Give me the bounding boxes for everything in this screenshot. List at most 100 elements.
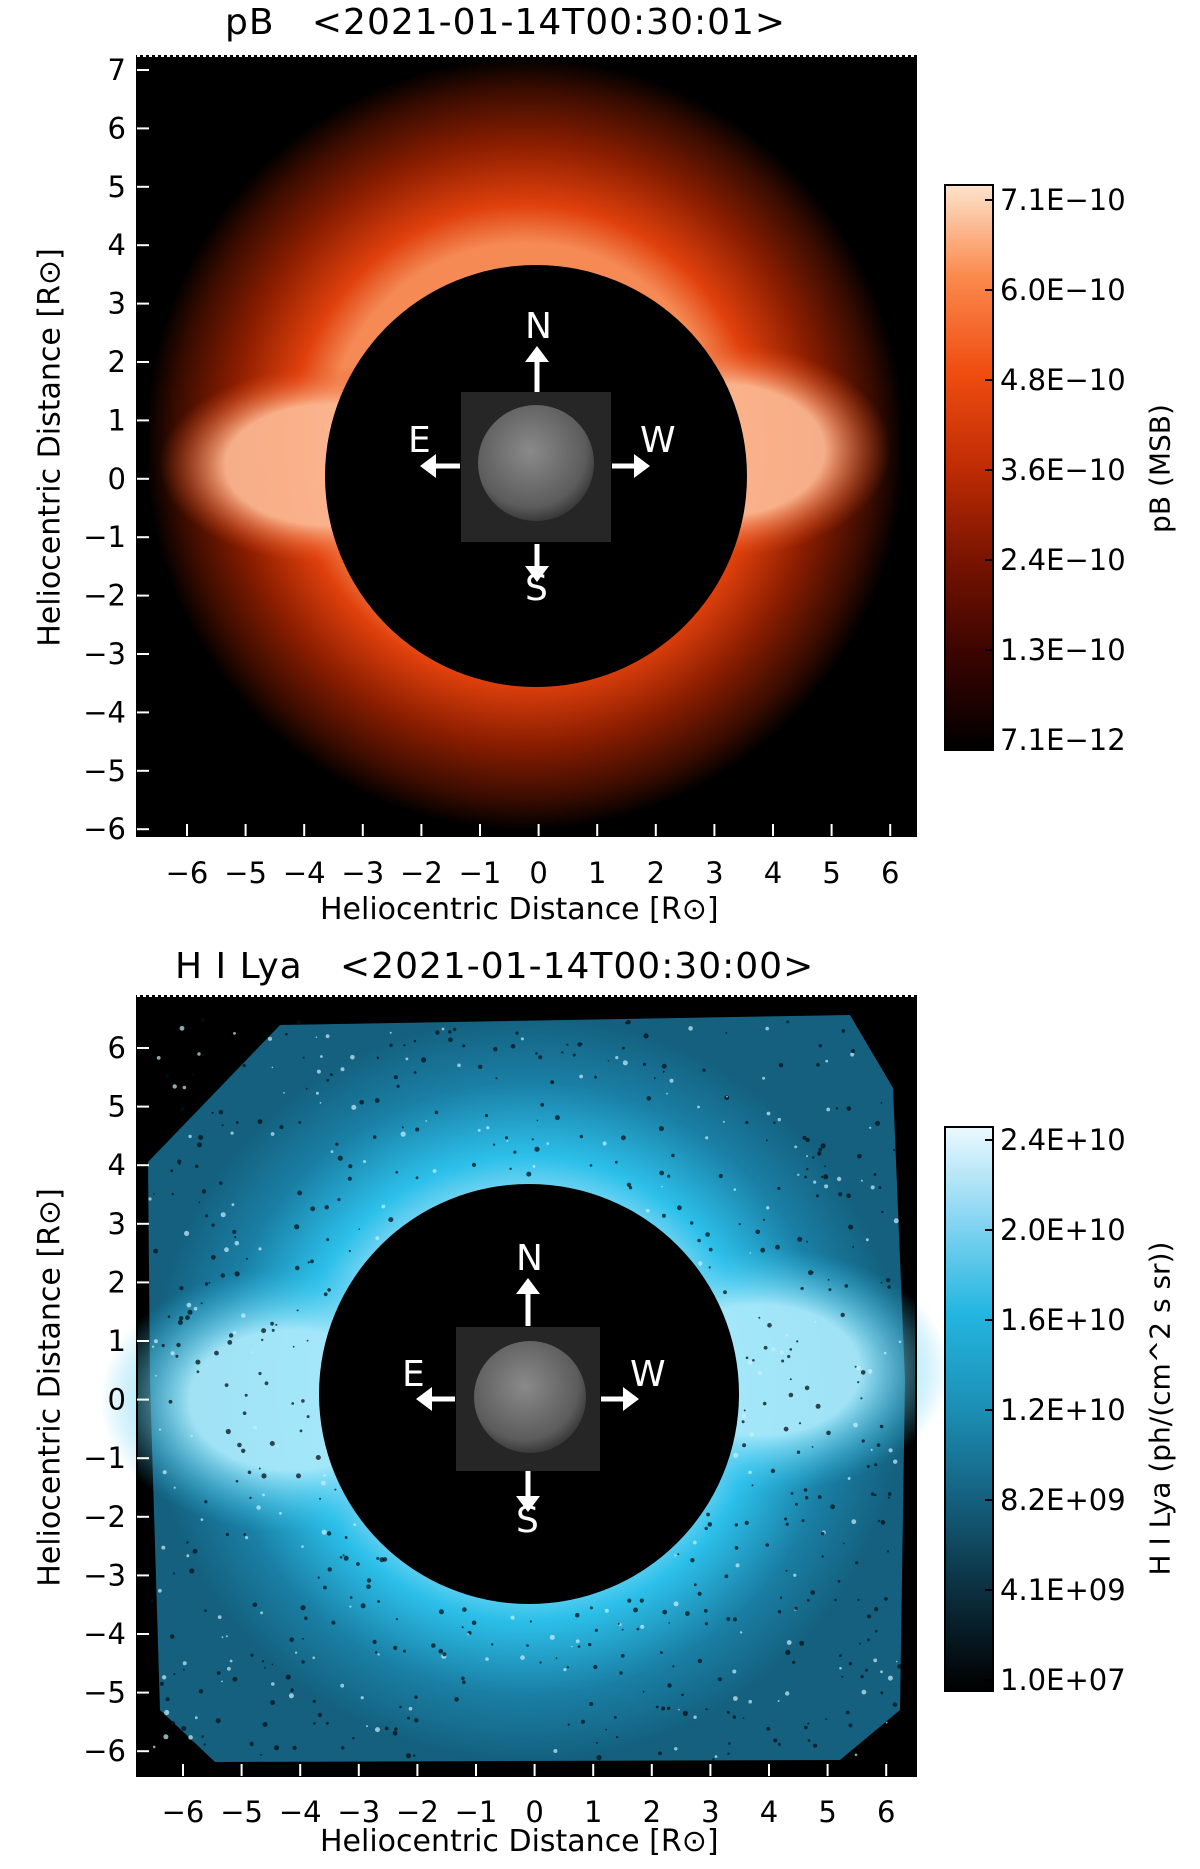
noise-speck <box>813 1743 818 1748</box>
noise-speck <box>348 1164 353 1169</box>
noise-speck <box>343 1555 349 1561</box>
noise-speck <box>667 1683 672 1688</box>
noise-speck <box>376 1056 380 1060</box>
pb-sun-disk <box>478 405 594 521</box>
noise-speck <box>319 1497 322 1500</box>
noise-speck <box>165 1074 169 1078</box>
noise-speck <box>441 1027 445 1031</box>
noise-speck <box>741 1413 747 1419</box>
noise-speck <box>779 1350 784 1355</box>
noise-speck <box>752 1359 755 1362</box>
noise-speck <box>895 1660 898 1663</box>
y-tick-label: −6 <box>83 1734 126 1768</box>
noise-speck <box>200 1053 204 1056</box>
noise-speck <box>785 1522 789 1526</box>
noise-speck <box>305 1087 308 1090</box>
noise-speck <box>567 1723 570 1726</box>
noise-speck <box>334 1488 337 1491</box>
noise-speck <box>366 1725 368 1728</box>
noise-speck <box>806 1167 809 1171</box>
x-tick-label: −1 <box>455 1795 498 1829</box>
noise-speck <box>666 1706 671 1710</box>
noise-speck <box>270 1700 275 1705</box>
noise-speck <box>748 1470 752 1475</box>
noise-speck <box>225 1532 229 1537</box>
noise-speck <box>855 1561 859 1565</box>
noise-speck <box>485 1657 489 1661</box>
noise-speck <box>860 1675 864 1679</box>
noise-speck <box>299 1429 303 1433</box>
noise-speck <box>886 1278 891 1283</box>
noise-speck <box>389 1031 392 1034</box>
noise-speck <box>392 1730 398 1736</box>
noise-speck <box>247 1470 252 1475</box>
noise-speck <box>755 1229 761 1235</box>
noise-speck <box>846 1106 852 1111</box>
noise-speck <box>203 1743 206 1746</box>
y-tick-label: 6 <box>108 111 126 145</box>
noise-speck <box>588 1642 592 1647</box>
y-tick-label: 7 <box>108 53 126 87</box>
noise-speck <box>221 1124 224 1127</box>
noise-speck <box>310 1259 314 1264</box>
noise-speck <box>260 1753 263 1756</box>
noise-speck <box>234 1240 240 1246</box>
noise-speck <box>892 1702 898 1707</box>
noise-speck <box>661 1706 666 1711</box>
noise-speck <box>438 1609 444 1615</box>
noise-speck <box>283 1092 285 1094</box>
noise-speck <box>241 1448 246 1453</box>
noise-speck <box>258 1247 262 1251</box>
noise-speck <box>242 1064 246 1068</box>
noise-speck <box>249 1741 254 1747</box>
noise-speck <box>792 1660 796 1664</box>
colorbar-tick-label: 2.4E−10 <box>1000 543 1126 577</box>
noise-speck <box>775 1244 780 1250</box>
noise-speck <box>561 1051 564 1054</box>
noise-speck <box>797 1236 803 1242</box>
noise-speck <box>167 1315 171 1318</box>
noise-speck <box>486 1126 490 1130</box>
pb-x-label: Heliocentric Distance [R⊙] <box>320 892 719 927</box>
noise-speck <box>535 1052 538 1055</box>
lya-x-label: Heliocentric Distance [R⊙] <box>320 1824 719 1859</box>
noise-speck <box>208 1281 211 1284</box>
noise-speck <box>175 1354 179 1358</box>
noise-speck <box>493 1047 498 1052</box>
noise-speck <box>827 1278 830 1281</box>
x-tick-label: −2 <box>396 1795 439 1829</box>
noise-speck <box>879 1424 884 1429</box>
colorbar-tick-label: 8.2E+09 <box>1000 1483 1126 1517</box>
noise-speck <box>434 1110 439 1115</box>
noise-speck <box>800 1287 803 1290</box>
noise-speck <box>326 1531 332 1536</box>
noise-speck <box>795 1502 798 1506</box>
noise-speck <box>796 1340 799 1343</box>
noise-speck <box>828 1288 832 1292</box>
noise-speck <box>407 1716 411 1720</box>
noise-speck <box>845 1710 850 1715</box>
pb-colorbar-ticks: 7.1E−10 6.0E−10 4.8E−10 3.6E−10 2.4E−10 1.3E−… <box>985 183 1126 757</box>
pb-title: pB <2021-01-14T00:30:01> <box>225 2 787 43</box>
noise-speck <box>268 1036 272 1041</box>
noise-speck <box>536 1119 539 1122</box>
noise-speck <box>815 1403 821 1409</box>
noise-speck <box>262 1722 268 1727</box>
noise-speck <box>289 1637 295 1642</box>
noise-speck <box>821 1175 824 1179</box>
noise-speck <box>271 1328 275 1332</box>
noise-speck <box>235 1121 239 1124</box>
noise-speck <box>372 1639 377 1644</box>
noise-speck <box>697 1591 702 1596</box>
noise-speck <box>326 1078 330 1082</box>
noise-speck <box>179 1025 185 1031</box>
colorbar-tick-label: 7.1E−12 <box>1000 723 1126 757</box>
noise-speck <box>848 1723 853 1728</box>
noise-speck <box>189 1568 195 1574</box>
x-tick-label: 0 <box>525 1795 543 1829</box>
noise-speck <box>228 1333 234 1338</box>
colorbar-tick-label: 7.1E−10 <box>1000 183 1126 217</box>
noise-speck <box>313 1722 316 1725</box>
noise-speck <box>867 1614 872 1619</box>
noise-speck <box>170 1351 175 1356</box>
